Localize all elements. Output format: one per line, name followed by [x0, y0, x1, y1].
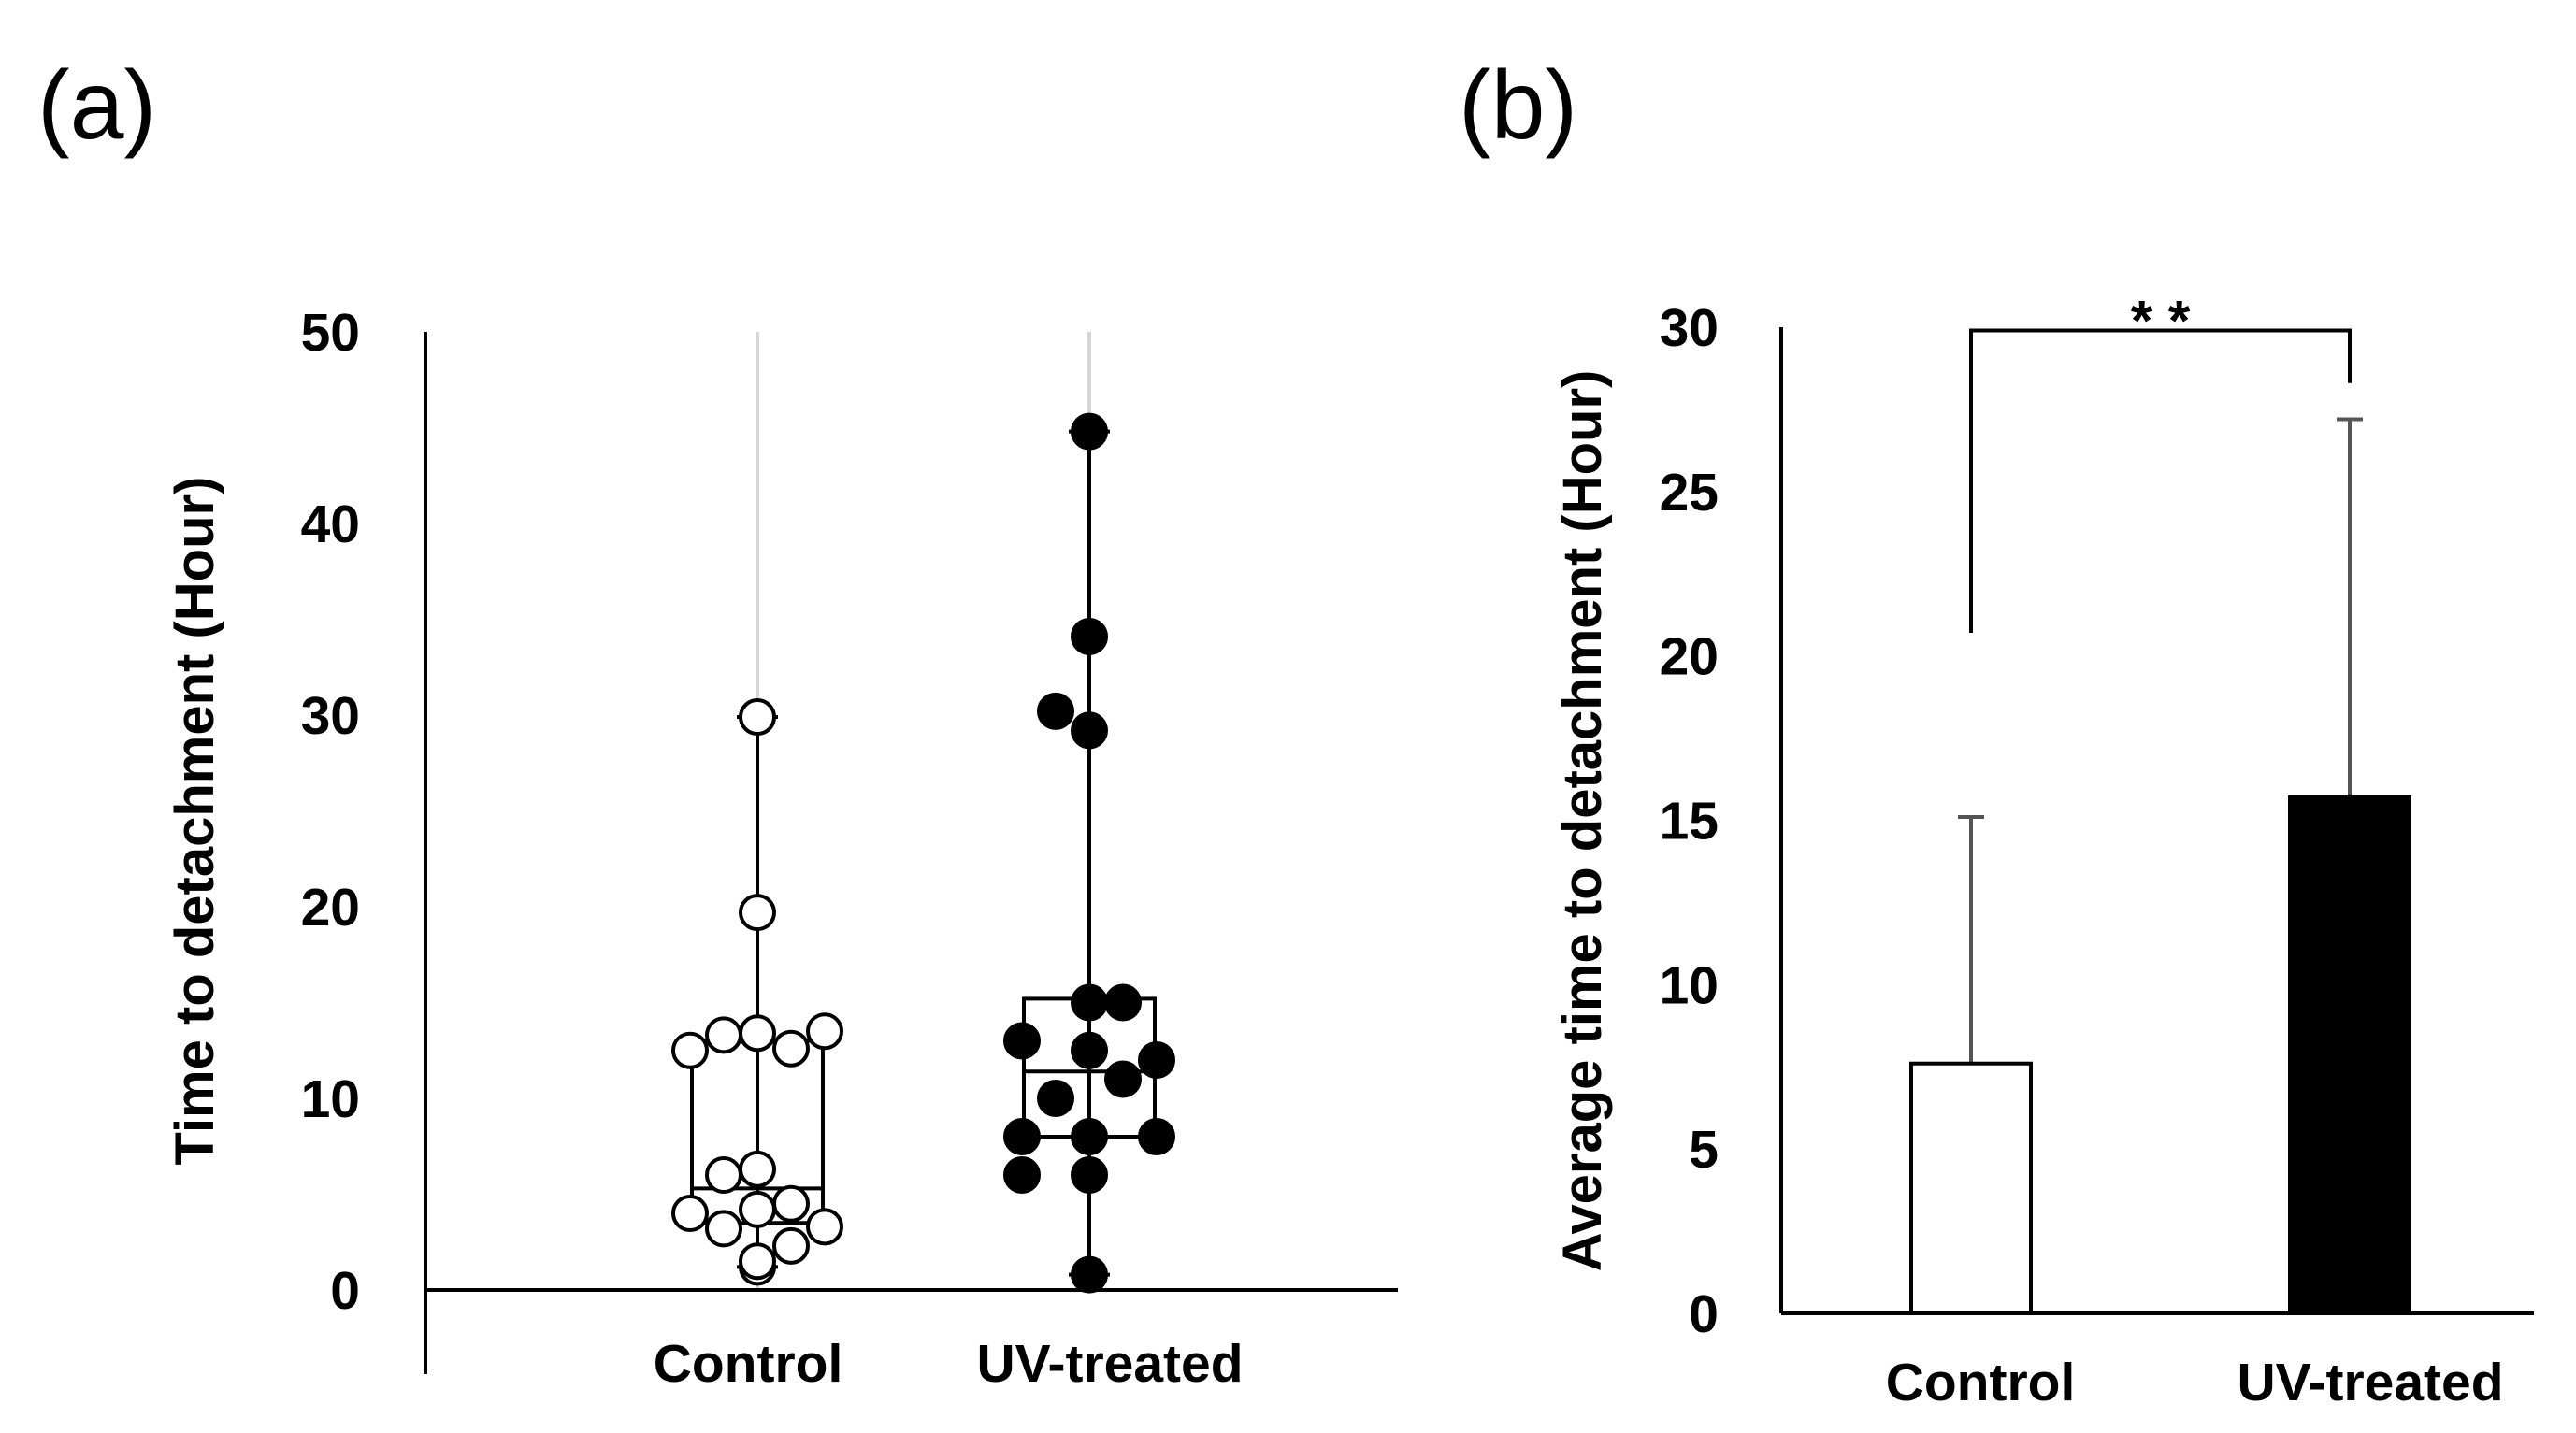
uv-treated-data-point: [1104, 983, 1142, 1022]
uv-treated-data-point: [1003, 1022, 1041, 1060]
control-data-point: [739, 1242, 776, 1281]
control-data-point: [739, 1014, 776, 1053]
control-data-point: [739, 1190, 776, 1228]
panel-b-label: (b): [1459, 51, 1577, 160]
control-data-point: [739, 698, 776, 737]
significance-marker: * *: [2131, 290, 2191, 352]
x-category-label: Control: [654, 1334, 843, 1394]
control-bar: [1909, 1061, 2033, 1315]
x-category-label: UV-treated: [976, 1334, 1243, 1394]
control-data-point: [772, 1029, 810, 1068]
panel-a-label: (a): [37, 51, 156, 160]
control-data-point: [772, 1184, 810, 1223]
control-data-point: [705, 1156, 742, 1194]
uv-treated-data-point: [1138, 1118, 1175, 1155]
control-data-point: [671, 1031, 709, 1069]
y-tick-label: 30: [301, 686, 360, 746]
y-tick-label: 5: [1689, 1120, 1719, 1180]
control-data-point: [772, 1226, 810, 1265]
uv-treated-bar: [2288, 795, 2411, 1315]
panel-a-y-axis-label: Time to detachment (Hour): [165, 477, 225, 1166]
panel-a-scatter-chart: Time to detachment (Hour) 0 10 20 30 40 50 Con…: [165, 303, 1398, 1394]
control-data-point: [739, 1150, 776, 1188]
control-data-point: [671, 1195, 709, 1232]
y-tick-label: 10: [301, 1069, 360, 1129]
uv-treated-data-point: [1071, 617, 1108, 655]
uv-treated-data-point: [1071, 412, 1108, 451]
uv-treated-data-point: [1037, 692, 1074, 730]
uv-treated-data-point: [1071, 1255, 1108, 1294]
y-tick-label: 40: [301, 494, 360, 554]
y-tick-label: 0: [330, 1261, 360, 1321]
y-tick-label: 20: [301, 878, 360, 938]
uv-treated-data-point: [1071, 1031, 1108, 1069]
y-tick-label: 20: [1660, 627, 1719, 687]
uv-treated-data-point: [1071, 1118, 1108, 1155]
panel-b-y-axis-label: Average time to detachment (Hour): [1552, 370, 1613, 1272]
uv-treated-data-point: [1037, 1080, 1074, 1117]
y-tick-label: 50: [301, 303, 360, 363]
x-category-label: Control: [1886, 1353, 2076, 1412]
y-tick-label: 25: [1660, 463, 1719, 523]
y-tick-label: 30: [1660, 298, 1719, 358]
y-tick-label: 0: [1689, 1284, 1719, 1344]
uv-treated-data-point: [1071, 983, 1108, 1022]
uv-treated-data-point: [1003, 1156, 1041, 1194]
uv-treated-data-point: [1071, 711, 1108, 750]
control-data-point: [705, 1016, 742, 1054]
control-data-point: [806, 1012, 843, 1051]
control-data-point: [705, 1210, 742, 1248]
uv-treated-data-point: [1138, 1041, 1175, 1079]
y-tick-label: 15: [1660, 792, 1719, 852]
x-category-label: UV-treated: [2237, 1353, 2503, 1412]
panel-b-bar-chart: Average time to detachment (Hour) 0 5 10 15…: [1552, 290, 2534, 1412]
uv-treated-data-point: [1003, 1118, 1041, 1155]
control-data-point: [739, 894, 776, 932]
uv-treated-data-point: [1071, 1156, 1108, 1194]
significance-bracket: [1969, 328, 2352, 634]
uv-treated-data-point: [1104, 1060, 1142, 1098]
y-tick-label: 10: [1660, 955, 1719, 1015]
control-data-point: [806, 1208, 843, 1246]
